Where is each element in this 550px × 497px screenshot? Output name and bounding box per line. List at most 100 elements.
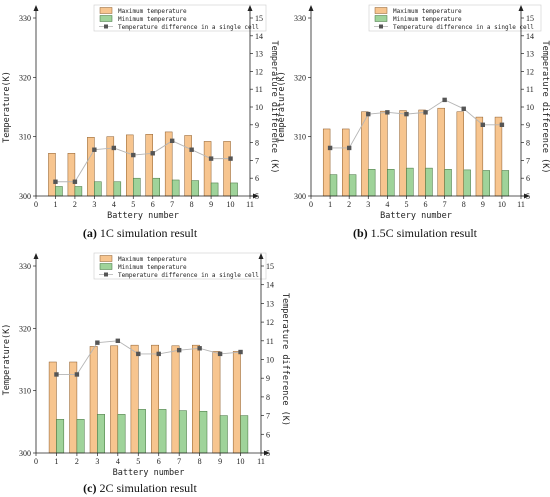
- diff-point-8: [461, 106, 466, 111]
- y-tick-label: 310: [294, 133, 306, 142]
- bar-max-6: [145, 134, 153, 197]
- y-tick-label: 300: [294, 192, 306, 201]
- bar-min-7: [171, 179, 180, 197]
- legend-label-max: Maximum temperature: [118, 256, 187, 263]
- diff-line: [330, 99, 502, 149]
- panel-caption: (b) 1.5C simulation result: [353, 226, 478, 240]
- diff-point-2: [74, 372, 80, 377]
- y-tick-label: 310: [19, 387, 31, 396]
- x-axis-arrow: [524, 193, 530, 199]
- x-tick-label: 9: [218, 457, 222, 466]
- x-tick-label: 0: [34, 200, 38, 209]
- x-tick-label: 8: [462, 200, 466, 209]
- x-tick-label: 0: [309, 200, 313, 209]
- y-tick-label: 330: [294, 14, 306, 23]
- y-tick-label: 330: [19, 262, 31, 271]
- bar-max-4: [106, 136, 115, 197]
- bar-min-5: [133, 177, 141, 197]
- bar-max-5: [399, 110, 407, 197]
- bar-max-3: [89, 346, 98, 454]
- legend-marker-diff: [379, 24, 383, 29]
- x-tick-label: 11: [517, 200, 525, 209]
- bar-min-2: [76, 419, 85, 454]
- diff-point-1: [53, 179, 58, 184]
- y2-tick-label: 11: [255, 85, 263, 94]
- diff-point-4: [385, 110, 390, 115]
- diff-point-5: [131, 152, 136, 158]
- y-axis-arrow: [33, 253, 39, 259]
- bar-max-6: [151, 344, 159, 454]
- diff-point-8: [189, 147, 194, 152]
- bar-max-8: [456, 111, 464, 197]
- bar-min-3: [97, 414, 105, 454]
- y2-axis-label: Temperature difference (K): [540, 40, 550, 173]
- y2-tick-label: 7: [266, 412, 270, 421]
- bar-min-1: [56, 419, 65, 454]
- bar-max-6: [418, 109, 426, 197]
- diff-point-10: [238, 349, 243, 355]
- panel-caption-tag: (b): [353, 226, 368, 240]
- x-tick-label: 7: [443, 200, 447, 209]
- diff-line: [55, 140, 231, 183]
- y2-tick-label: 14: [255, 32, 263, 41]
- y2-tick-label: 8: [255, 139, 259, 148]
- panel-caption-text: 2C simulation result: [96, 481, 197, 495]
- legend-label-max: Maximum temperature: [393, 8, 462, 15]
- y-tick-label: 330: [19, 14, 31, 23]
- y2-tick-label: 8: [526, 139, 530, 148]
- bar-min-5: [406, 167, 414, 197]
- bar-min-3: [94, 181, 102, 197]
- diff-point-2: [346, 145, 352, 151]
- bar-max-2: [342, 128, 350, 197]
- legend-swatch-min: [374, 15, 388, 22]
- y-tick-label: 320: [294, 73, 306, 82]
- bar-max-9: [212, 351, 221, 454]
- y2-tick-label: 6: [526, 174, 530, 183]
- legend-label-min: Minimum temperature: [393, 16, 462, 23]
- x-tick-label: 4: [112, 200, 116, 209]
- bar-max-8: [192, 344, 200, 454]
- diff-point-7: [176, 347, 182, 353]
- bar-min-3: [368, 169, 376, 197]
- y2-axis-arrow: [518, 5, 524, 11]
- bar-min-6: [425, 167, 433, 197]
- bar-max-4: [110, 345, 119, 454]
- legend-marker-diff: [104, 24, 108, 29]
- x-tick-label: 11: [257, 457, 265, 466]
- bar-min-2: [74, 186, 83, 197]
- legend-swatch-min: [99, 15, 113, 22]
- bar-min-8: [199, 410, 208, 454]
- y-axis-arrow: [33, 5, 39, 11]
- bar-max-10: [494, 116, 503, 197]
- bar-max-7: [171, 345, 180, 454]
- diff-point-6: [150, 151, 155, 156]
- bar-min-10: [230, 182, 238, 197]
- y-axis-arrow: [308, 5, 314, 11]
- y-axis-label: Temperature(K): [277, 71, 287, 143]
- x-tick-label: 6: [151, 200, 155, 209]
- y-axis-label: Temperature(K): [2, 71, 12, 143]
- legend-label-min: Minimum temperature: [118, 16, 187, 23]
- x-tick-label: 0: [34, 457, 38, 466]
- bar-min-8: [463, 169, 471, 197]
- diff-point-9: [480, 122, 486, 127]
- bar-min-2: [348, 174, 357, 197]
- y2-tick-label: 9: [526, 121, 530, 130]
- panel-caption: (a) 1C simulation result: [83, 226, 198, 240]
- y2-tick-label: 9: [266, 374, 270, 383]
- y2-tick-label: 15: [266, 262, 274, 271]
- bar-min-9: [219, 415, 228, 454]
- x-tick-label: 6: [424, 200, 428, 209]
- y2-tick-label: 13: [266, 299, 274, 308]
- y2-tick-label: 8: [266, 393, 270, 402]
- y2-tick-label: 10: [266, 356, 274, 365]
- y2-tick-label: 15: [255, 14, 263, 23]
- diff-point-2: [72, 179, 78, 184]
- bar-min-5: [138, 409, 146, 454]
- y2-tick-label: 14: [526, 32, 534, 41]
- diff-point-3: [95, 340, 100, 345]
- bar-max-9: [475, 116, 484, 197]
